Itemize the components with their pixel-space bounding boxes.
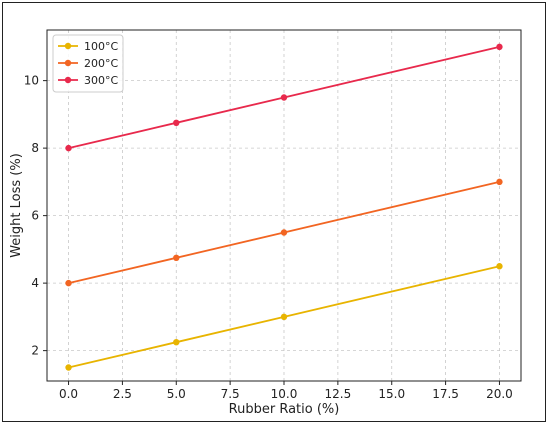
y-tick-label: 4	[31, 276, 39, 290]
series-1	[65, 178, 503, 287]
data-point	[496, 43, 503, 51]
data-point	[173, 254, 180, 262]
data-point	[65, 279, 72, 287]
legend-item: 300°C	[58, 74, 118, 87]
x-tick-label: 10.0	[271, 387, 298, 401]
y-tick-label: 2	[31, 344, 39, 358]
legend-label: 300°C	[84, 74, 118, 87]
y-tick-label: 6	[31, 209, 39, 223]
series-layer	[65, 43, 503, 371]
data-point	[280, 313, 288, 321]
legend-box	[52, 34, 124, 93]
legend-swatch-marker	[64, 76, 72, 84]
legend: 100°C 200°C 300°C	[52, 34, 124, 93]
legend-swatch-marker	[64, 42, 72, 50]
data-point	[496, 263, 503, 270]
legend-swatch-marker	[64, 59, 72, 67]
data-point	[496, 178, 503, 186]
y-tick-label: 10	[24, 74, 39, 88]
y-axis-title: Weight Loss (%)	[9, 153, 24, 258]
ticks: 0.0 2.5 5.0 7.5 10.0 12.5 15.0 17.5 20.0 2 4 6 8 10	[24, 74, 513, 401]
legend-item: 200°C	[58, 57, 118, 70]
x-tick-label: 20.0	[486, 387, 513, 401]
legend-label: 200°C	[84, 57, 118, 70]
legend-label: 100°C	[84, 40, 118, 53]
x-tick-label: 17.5	[432, 387, 459, 401]
series-line	[68, 45, 500, 150]
series-0	[65, 263, 503, 371]
x-tick-label: 0.0	[59, 387, 78, 401]
legend-item: 100°C	[58, 40, 118, 53]
series-line	[68, 180, 500, 285]
data-point	[65, 144, 72, 152]
x-axis-title: Rubber Ratio (%)	[229, 402, 340, 417]
data-point	[173, 338, 180, 346]
x-tick-label: 12.5	[325, 387, 352, 401]
data-point	[65, 364, 72, 371]
data-point	[173, 119, 180, 127]
x-tick-label: 2.5	[113, 387, 132, 401]
x-tick-label: 7.5	[221, 387, 240, 401]
y-tick-label: 8	[31, 141, 39, 155]
grid	[47, 30, 521, 381]
x-tick-label: 15.0	[378, 387, 405, 401]
x-tick-label: 5.0	[167, 387, 186, 401]
series-2	[65, 43, 503, 152]
series-line	[68, 265, 500, 369]
data-point	[280, 229, 288, 236]
data-point	[280, 94, 288, 101]
